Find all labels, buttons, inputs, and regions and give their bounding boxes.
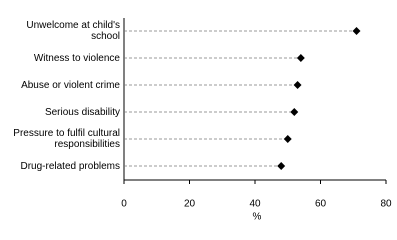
category-label-box: Pressure to fulfil cultural responsibili… xyxy=(13,128,120,150)
x-axis-label: % xyxy=(253,212,262,223)
y-tick-label: Drug-related problems xyxy=(20,160,121,172)
chart: % 0 20 40 60 80 Unwelcome at child's school Wi… xyxy=(13,18,392,223)
dot xyxy=(352,27,361,35)
x-tick-label: 20 xyxy=(184,199,196,210)
dot xyxy=(293,81,302,89)
y-tick-label: Abuse or violent crime xyxy=(21,79,120,91)
x-tick-label: 80 xyxy=(380,199,392,210)
category-label-box: Unwelcome at child's school xyxy=(26,20,120,42)
x-tick-label: 60 xyxy=(315,199,327,210)
y-tick-label: Pressure to fulfil cultural responsibili… xyxy=(13,128,120,150)
category-label-box: Witness to violence xyxy=(33,52,120,64)
x-tick-label: 0 xyxy=(121,199,127,210)
y-tick-label: Serious disability xyxy=(44,106,120,118)
x-tick-label: 40 xyxy=(249,199,261,210)
category-label-box: Drug-related problems xyxy=(20,160,121,172)
category-label-box: Abuse or violent crime xyxy=(21,79,120,91)
dot xyxy=(277,162,286,170)
dot xyxy=(296,54,305,62)
dot xyxy=(283,135,292,143)
y-tick-label: Witness to violence xyxy=(33,52,120,64)
dot xyxy=(290,108,299,116)
y-tick-label: Unwelcome at child's school xyxy=(26,20,120,42)
category-label-box: Serious disability xyxy=(44,106,120,118)
